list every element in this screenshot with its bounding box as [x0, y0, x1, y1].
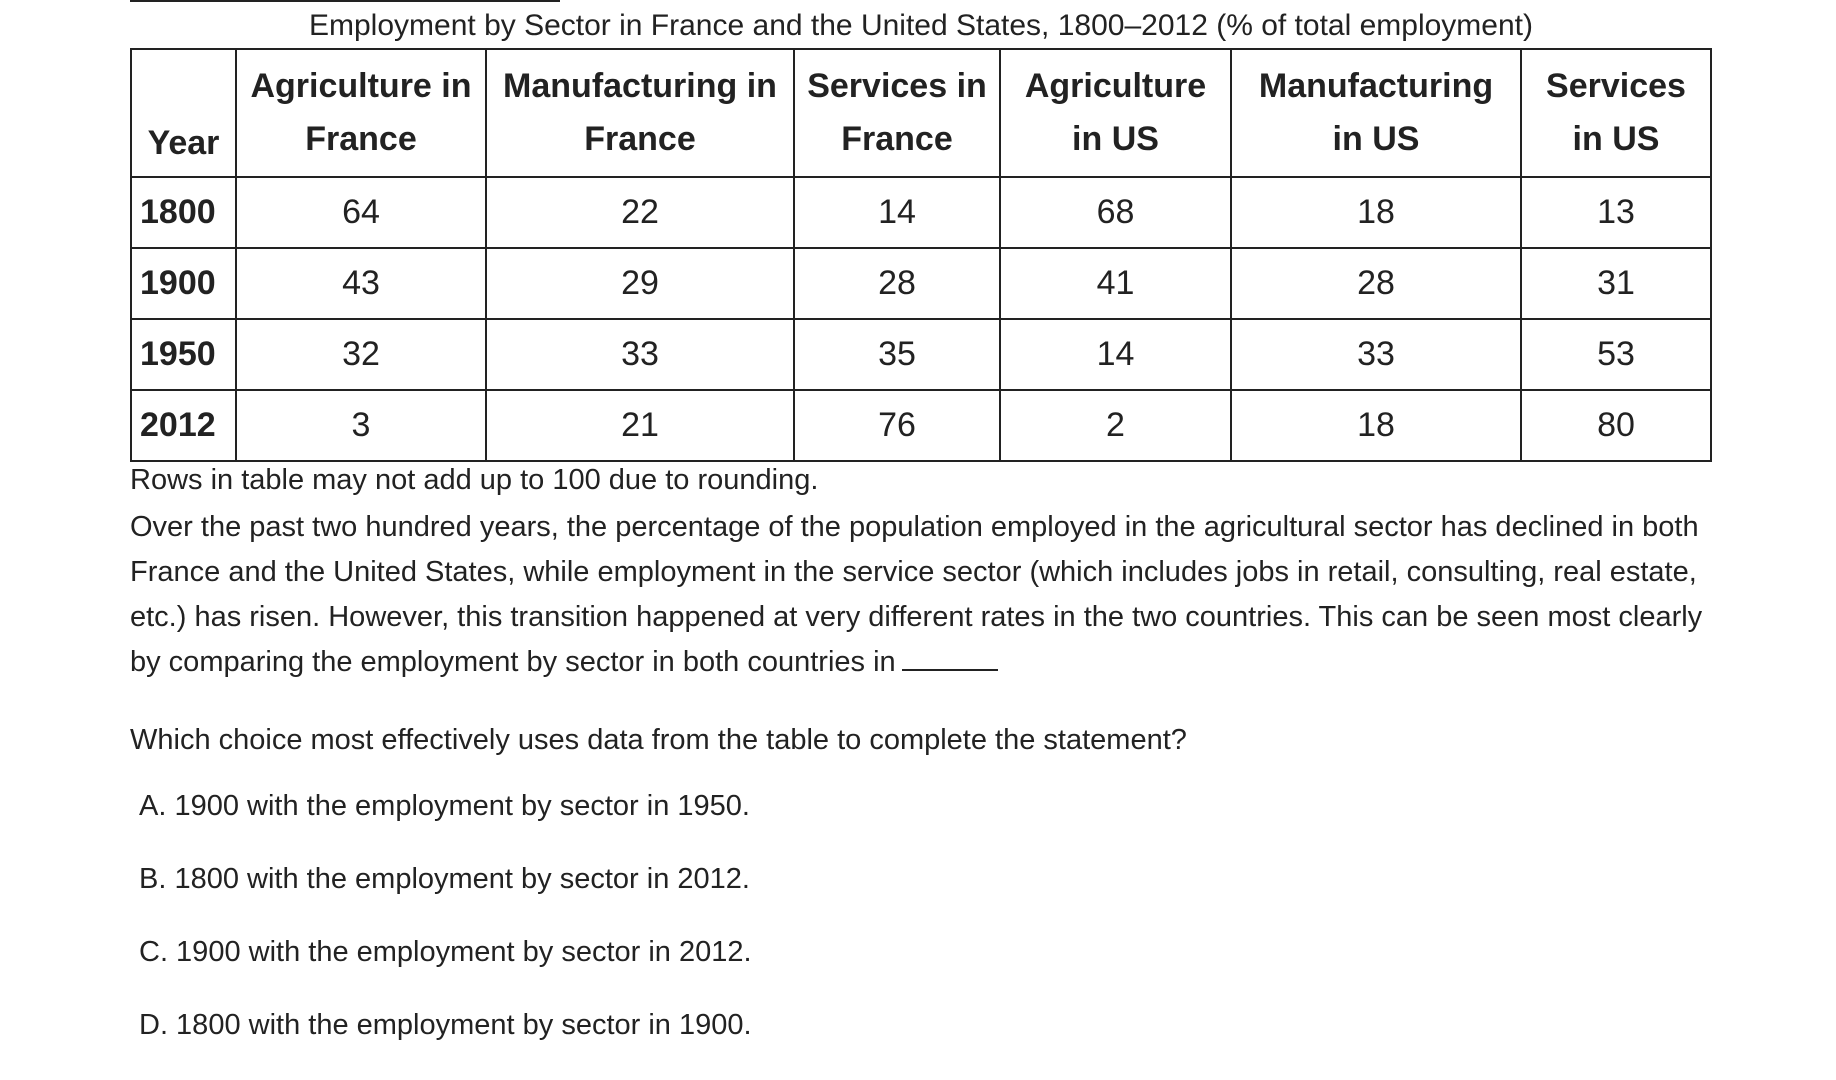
table-cell: 35 [793, 318, 1001, 391]
table-cell: 28 [1230, 247, 1522, 320]
column-header-line: in US [1332, 120, 1420, 158]
column-header-line: Manufacturing [1258, 67, 1494, 105]
column-header-agriculture-france: Agriculture in France [235, 48, 487, 178]
table-cell: 33 [485, 318, 795, 391]
column-header-line: Services in [807, 67, 987, 105]
table-cell-year: 1800 [130, 176, 237, 249]
answer-blank [901, 641, 998, 671]
table-cell: 32 [235, 318, 487, 391]
question-prompt: Which choice most effectively uses data … [130, 724, 1187, 756]
table-cell: 68 [999, 176, 1232, 249]
table-row: 1800 64 22 14 68 18 13 [130, 176, 1712, 249]
column-header-agriculture-us: Agriculture in US [999, 48, 1232, 178]
column-header-services-france: Services in France [793, 48, 1001, 178]
table-cell: 22 [485, 176, 795, 249]
column-header-services-us: Services in US [1520, 48, 1712, 178]
column-header-line: in US [1072, 120, 1159, 158]
table-cell: 64 [235, 176, 487, 249]
table-cell: 13 [1520, 176, 1712, 249]
column-header-manufacturing-france: Manufacturing in France [485, 48, 795, 178]
column-header-line: Services [1546, 67, 1686, 105]
table-cell: 80 [1520, 389, 1712, 462]
table-cell: 29 [485, 247, 795, 320]
column-header-line: in US [1572, 120, 1660, 158]
table-cell-year: 2012 [130, 389, 237, 462]
column-header-line: Year [147, 124, 220, 162]
table-row: 2012 3 21 76 2 18 80 [130, 389, 1712, 462]
column-header-line: Agriculture in [250, 67, 472, 105]
table-cell: 41 [999, 247, 1232, 320]
table-cell: 31 [1520, 247, 1712, 320]
table-row: 1900 43 29 28 41 28 31 [130, 247, 1712, 320]
table-cell: 28 [793, 247, 1001, 320]
column-header-year: Year [130, 48, 237, 178]
table-cell: 18 [1230, 389, 1522, 462]
passage-text: Over the past two hundred years, the per… [130, 511, 1703, 678]
choice-a[interactable]: A. 1900 with the employment by sector in… [139, 790, 750, 822]
table-cell-year: 1900 [130, 247, 237, 320]
column-header-line: France [841, 120, 953, 158]
column-header-line: France [584, 120, 696, 158]
column-header-line: France [305, 120, 417, 158]
table-footnote: Rows in table may not add up to 100 due … [130, 464, 819, 496]
table-cell: 2 [999, 389, 1232, 462]
table-title: Employment by Sector in France and the U… [309, 9, 1533, 42]
table-cell: 76 [793, 389, 1001, 462]
table-cell: 33 [1230, 318, 1522, 391]
table-cell: 3 [235, 389, 487, 462]
table-header-row: Year Agriculture in France Manufacturing… [130, 48, 1712, 178]
top-divider [130, 0, 560, 2]
table-row: 1950 32 33 35 14 33 53 [130, 318, 1712, 391]
answer-choices: A. 1900 with the employment by sector in… [139, 788, 752, 1080]
choice-c[interactable]: C. 1900 with the employment by sector in… [139, 936, 752, 968]
table-cell: 21 [485, 389, 795, 462]
column-header-line: Agriculture [1024, 67, 1207, 105]
choice-b[interactable]: B. 1800 with the employment by sector in… [139, 863, 750, 895]
column-header-manufacturing-us: Manufacturing in US [1230, 48, 1522, 178]
column-header-line: Manufacturing in [503, 67, 777, 105]
table-cell-year: 1950 [130, 318, 237, 391]
table-cell: 43 [235, 247, 487, 320]
table-cell: 14 [793, 176, 1001, 249]
choice-d[interactable]: D. 1800 with the employment by sector in… [139, 1009, 752, 1041]
passage: Over the past two hundred years, the per… [130, 505, 1730, 685]
table-cell: 53 [1520, 318, 1712, 391]
table-cell: 18 [1230, 176, 1522, 249]
table-cell: 14 [999, 318, 1232, 391]
employment-table: Year Agriculture in France Manufacturing… [130, 48, 1712, 462]
